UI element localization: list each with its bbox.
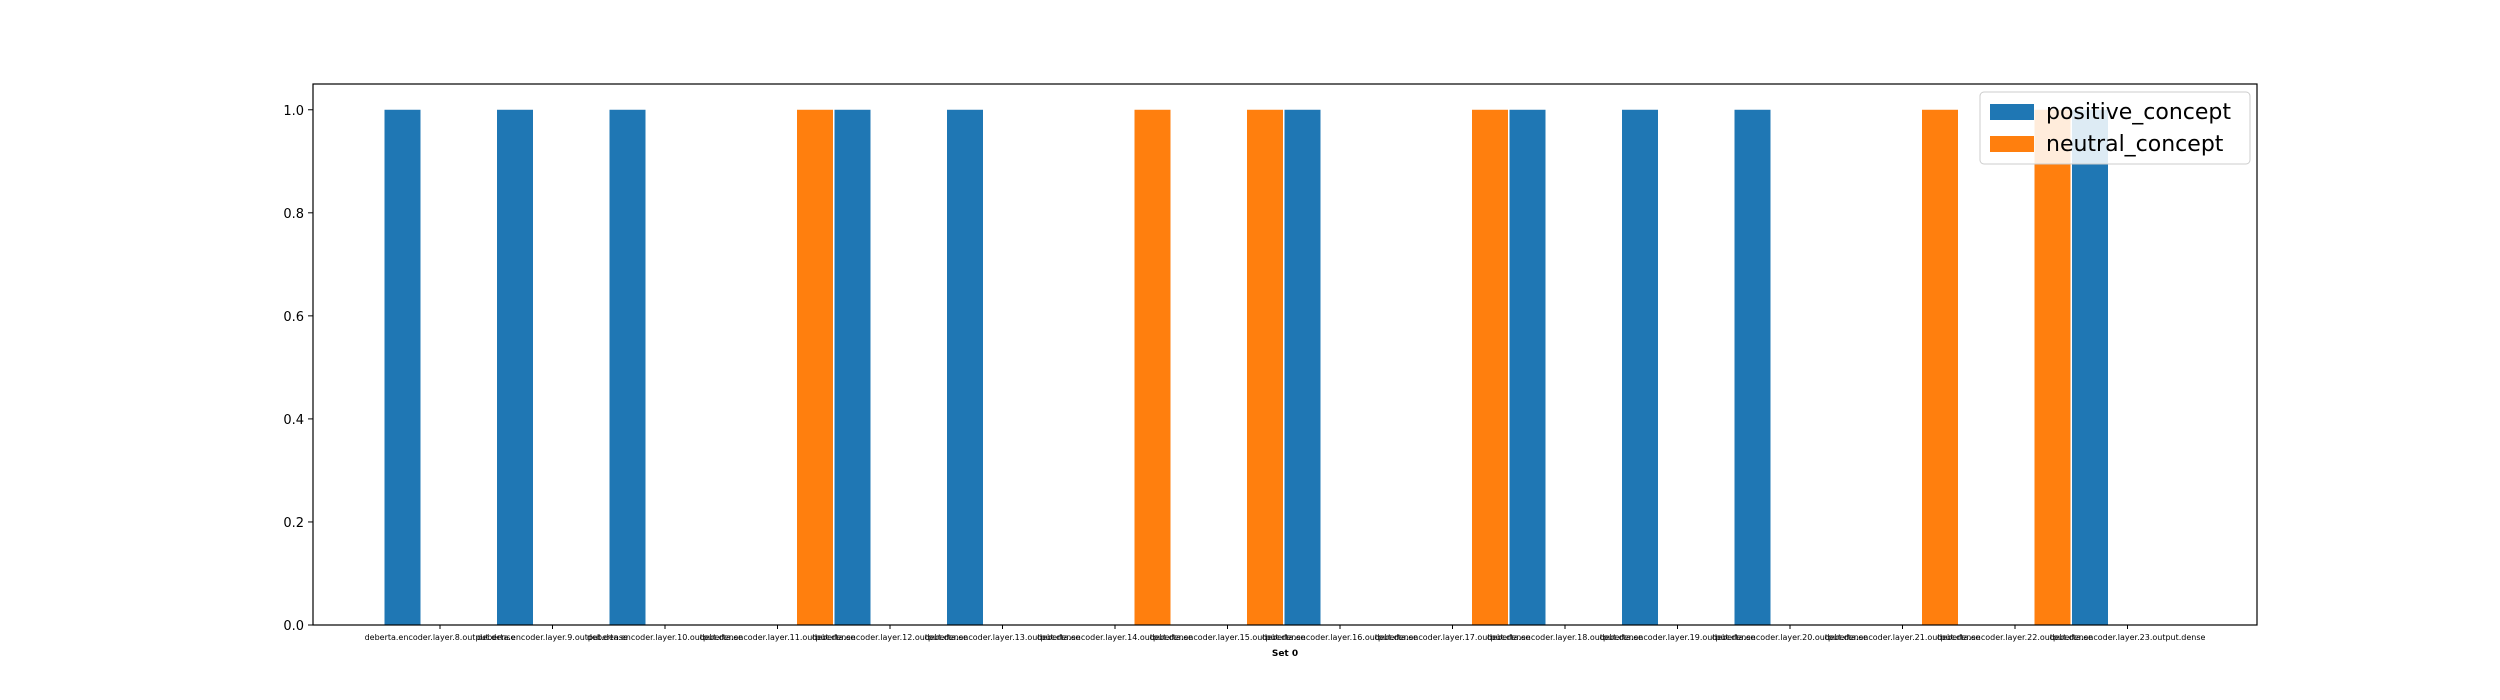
x-tick-label: deberta.encoder.layer.21.output.dense [1825,633,1981,642]
x-axis-label: Set 0 [1272,649,1298,659]
x-tick-label: deberta.encoder.layer.12.output.dense [812,633,968,642]
bar-neutral_concept-13 [1922,109,1958,625]
x-tick-label: deberta.encoder.layer.20.output.dense [1712,633,1868,642]
y-tick-label: 0.4 [283,413,304,428]
bar-positive_concept-15 [2072,109,2108,625]
x-tick-label: deberta.encoder.layer.18.output.dense [1487,633,1643,642]
bar-positive_concept-4 [834,109,871,625]
x-tick-label: deberta.encoder.layer.17.output.dense [1375,633,1531,642]
bar-neutral_concept-14 [2034,109,2071,625]
x-tick-label: deberta.encoder.layer.15.output.dense [1150,633,1306,642]
x-tick-label: deberta.encoder.layer.14.output.dense [1037,633,1193,642]
legend: positive_concept neutral_concept [1979,91,2251,165]
y-tick-label: 0.2 [283,516,304,531]
bar-positive_concept-5 [947,109,983,625]
bars-layer [384,109,2108,625]
x-tick-label: deberta.encoder.layer.8.output.dense [365,633,516,642]
legend-swatch-positive_concept [1990,104,2034,120]
bar-positive_concept-2 [609,109,646,625]
plot-area-frame [312,83,2258,626]
x-tick-label: deberta.encoder.layer.9.output.dense [477,633,628,642]
bar-neutral_concept-9 [1472,109,1508,625]
y-tick-label: 0.0 [283,619,304,634]
y-tick-label: 0.6 [283,310,304,325]
legend-box [1979,91,2251,165]
x-axis: deberta.encoder.layer.8.output.densedebe… [365,625,2206,642]
x-tick-label: deberta.encoder.layer.22.output.dense [1937,633,2093,642]
x-tick-label: deberta.encoder.layer.19.output.dense [1600,633,1756,642]
y-axis: 0.0 0.2 0.4 0.6 0.8 1.0 [283,104,313,634]
y-tick-label: 0.8 [283,207,304,222]
bar-neutral_concept-7 [1247,109,1283,625]
legend-label-neutral_concept: neutral_concept [2046,132,2224,157]
bar-neutral_concept-3 [797,109,833,625]
bar-positive_concept-1 [497,109,533,625]
bar-positive_concept-0 [384,109,421,625]
bar-positive_concept-12 [1734,109,1771,625]
bar-positive_concept-8 [1284,109,1321,625]
bar-positive_concept-10 [1509,109,1546,625]
y-tick-label: 1.0 [283,104,304,119]
x-tick-label: deberta.encoder.layer.11.output.dense [700,633,856,642]
x-tick-label: deberta.encoder.layer.13.output.dense [925,633,1081,642]
legend-swatch-neutral_concept [1990,136,2034,152]
x-tick-label: deberta.encoder.layer.16.output.dense [1262,633,1418,642]
legend-label-positive_concept: positive_concept [2046,100,2231,125]
x-tick-label: deberta.encoder.layer.23.output.dense [2050,633,2206,642]
bar-positive_concept-11 [1622,109,1658,625]
x-tick-label: deberta.encoder.layer.10.output.dense [587,633,743,642]
bar-neutral_concept-6 [1134,109,1171,625]
